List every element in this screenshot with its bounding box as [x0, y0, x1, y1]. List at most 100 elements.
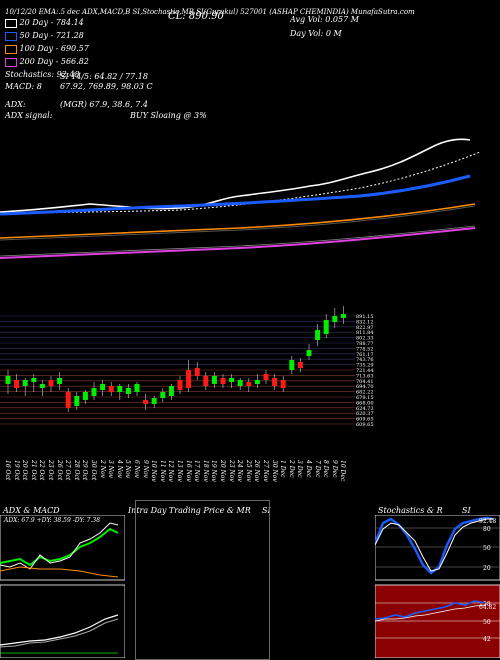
date-label: 19 Nov — [210, 460, 218, 482]
stoch-current-value: 92.48 — [479, 518, 496, 525]
macd-values: 67.92, 769.89, 98.03 C — [60, 82, 153, 91]
intraday-panel-title: Intra Day Trading Price & MR — [128, 506, 251, 515]
price-level-label: 704.41 — [356, 379, 374, 385]
ma50-label: 50 Day - 721.28 — [19, 31, 84, 40]
stoch-level-50: 50 — [483, 545, 491, 552]
candle-body — [108, 386, 114, 392]
close-price: CL: 890.90 — [168, 11, 224, 22]
price-level-label: 761.17 — [356, 352, 374, 358]
si-readout: SI 14/5: 64.82 / 77.18 — [60, 72, 148, 81]
price-level-label: 609.65 — [356, 422, 374, 428]
ma200-legend: 200 Day - 566.82 — [5, 57, 89, 67]
date-label: 18 Nov — [201, 460, 209, 482]
price-level-label: 713.63 — [356, 373, 374, 379]
price-level-label: 682.22 — [356, 390, 374, 396]
candle-body — [5, 376, 11, 384]
candle-body — [82, 392, 88, 400]
ma50-line — [0, 174, 471, 216]
adx-macd-panel — [0, 515, 125, 658]
stochastic-d-line — [375, 518, 493, 572]
intraday-si-label: SI — [262, 506, 271, 515]
candle-body — [22, 380, 28, 386]
candle-body — [100, 384, 106, 390]
header-info: 10/12/20 EMA:.5 dec ADX,MACD,B SI,Stocha… — [5, 8, 415, 16]
ma100-shadow-line — [0, 205, 476, 241]
stochastics-readout: Stochastics: 92.48 — [5, 70, 80, 79]
ma100-line — [0, 203, 476, 239]
candle-body — [211, 376, 217, 384]
date-label: 6 Nov — [133, 460, 140, 478]
candle-body — [125, 388, 131, 394]
date-label: 2 Nov — [98, 460, 106, 478]
macd-signal-line — [0, 618, 119, 648]
price-level-label: 778.52 — [356, 346, 374, 352]
price-level-label: 694.70 — [356, 384, 374, 390]
adx-minus-di-line — [0, 566, 119, 578]
date-label: 10 Nov — [150, 460, 158, 482]
candle-body — [280, 380, 286, 388]
candle-body — [340, 314, 346, 318]
candle-body — [306, 350, 312, 356]
date-label: 29 Oct — [81, 460, 89, 481]
date-label: 4 Nov — [115, 460, 123, 478]
candle-body — [323, 320, 329, 334]
candle-body — [289, 360, 295, 370]
date-label: 30 Oct — [90, 460, 97, 481]
price-level-label: 891.15 — [356, 314, 374, 320]
si-signal-line — [375, 604, 486, 622]
si-current-value: 64.82 — [479, 604, 496, 611]
avg-volume: Avg Vol: 0.057 M — [290, 15, 359, 24]
adx-label: ADX: — [5, 100, 26, 109]
candle-body — [168, 386, 174, 396]
candle-body — [151, 398, 157, 404]
moving-average-chart — [0, 138, 481, 259]
adx-panel-title: ADX & MACD — [3, 506, 60, 515]
candle-body — [186, 370, 192, 388]
date-label: 20 Oct — [21, 460, 29, 481]
candle-body — [203, 376, 209, 386]
price-level-label: 668.00 — [356, 400, 374, 406]
ma100-swatch — [5, 44, 17, 54]
ma50-swatch — [5, 31, 17, 41]
date-label: 16 Oct — [4, 460, 11, 481]
price-level-label: 620.37 — [356, 411, 374, 417]
candle-body — [160, 392, 166, 398]
day-volume: Day Vol: 0 M — [290, 29, 342, 38]
price-level-label: 624.73 — [356, 406, 374, 412]
si-level-42: 42 — [483, 636, 491, 643]
candle-body — [237, 380, 243, 386]
ma200-shadow-line — [0, 225, 476, 257]
price-level-label: 788.77 — [356, 341, 374, 347]
date-label: 7 Dec — [313, 460, 321, 478]
stoch-level-80: 80 — [483, 526, 491, 533]
candle-body — [143, 400, 149, 404]
date-label: 12 Nov — [167, 460, 175, 482]
date-label: 3 Dec — [296, 460, 304, 478]
stoch-level-20: 20 — [483, 565, 491, 572]
si-line — [375, 600, 486, 620]
date-label: 27 Nov — [262, 460, 269, 482]
date-label: 22 Oct — [38, 460, 46, 481]
ma100-legend: 100 Day - 690.57 — [5, 44, 89, 54]
intraday-panel — [135, 500, 270, 660]
date-label: 25 Nov — [244, 460, 252, 482]
date-label: 26 Oct — [55, 460, 63, 481]
price-level-label: 802.33 — [356, 336, 374, 342]
price-level-label: 721.44 — [356, 368, 374, 374]
candle-body — [74, 396, 80, 406]
stoch-panel-title: Stochastics & R — [378, 506, 443, 515]
date-label: 26 Nov — [253, 460, 261, 482]
candle-body — [177, 380, 183, 390]
candle-body — [91, 388, 97, 396]
candle-body — [297, 362, 303, 368]
date-label: 4 Dec — [305, 460, 312, 478]
candle-body — [194, 368, 200, 376]
candle-body — [134, 384, 140, 392]
date-label: 24 Nov — [236, 460, 244, 482]
date-label: 8 Dec — [322, 460, 330, 478]
candle-body — [229, 378, 235, 382]
ma20-line — [0, 138, 471, 213]
date-label: 23 Nov — [227, 460, 235, 482]
candle-body — [246, 382, 252, 386]
stochastics-panel: 80 50 20 92.48 58 50 42 64.82 — [375, 515, 500, 658]
